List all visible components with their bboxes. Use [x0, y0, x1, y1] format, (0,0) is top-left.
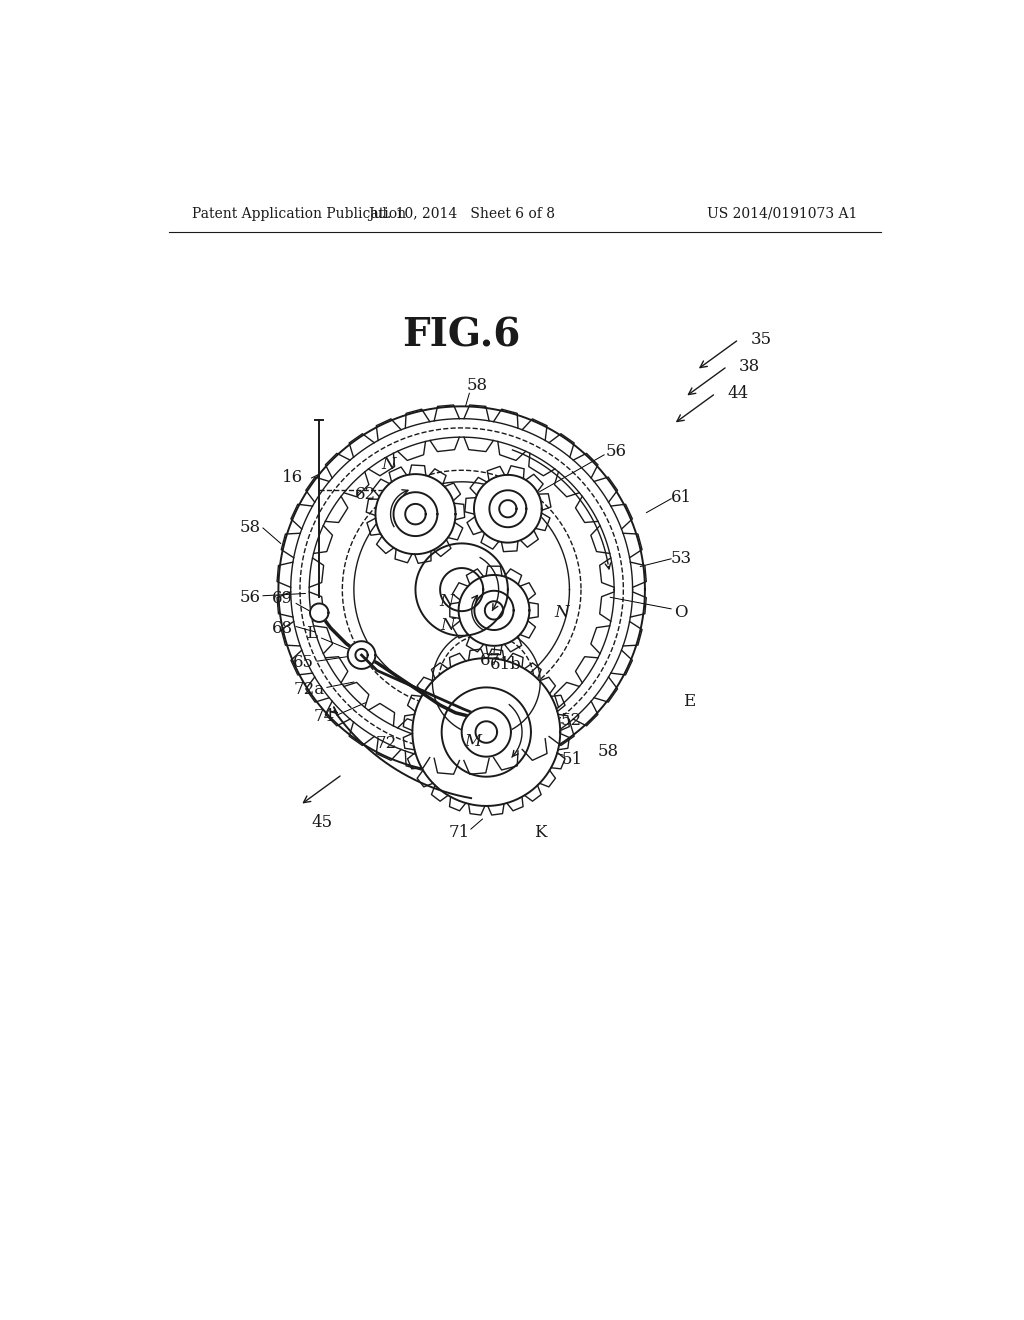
Polygon shape [416, 544, 508, 636]
Text: 35: 35 [751, 331, 771, 348]
Text: 38: 38 [739, 358, 760, 375]
Polygon shape [474, 475, 542, 543]
Text: 61b: 61b [489, 656, 521, 673]
Text: 69: 69 [271, 590, 293, 607]
Text: US 2014/0191073 A1: US 2014/0191073 A1 [707, 207, 857, 220]
Text: N: N [439, 593, 454, 610]
Text: Jul. 10, 2014   Sheet 6 of 8: Jul. 10, 2014 Sheet 6 of 8 [369, 207, 555, 220]
Text: 53: 53 [671, 550, 691, 568]
Text: N: N [381, 455, 395, 473]
Text: 52: 52 [560, 711, 582, 729]
Text: 72a: 72a [294, 681, 325, 698]
Text: M: M [464, 733, 481, 750]
Text: 58: 58 [597, 743, 618, 760]
Polygon shape [459, 576, 529, 645]
Text: 56: 56 [240, 589, 260, 606]
Polygon shape [310, 603, 329, 622]
Polygon shape [376, 474, 456, 554]
Text: 16: 16 [282, 470, 303, 487]
Text: K: K [534, 824, 547, 841]
Text: 61: 61 [671, 488, 691, 506]
Text: 68: 68 [271, 619, 293, 636]
Polygon shape [462, 708, 511, 756]
Text: Patent Application Publication: Patent Application Publication [193, 207, 407, 220]
Text: 45: 45 [311, 813, 332, 830]
Polygon shape [413, 659, 560, 807]
Text: 62: 62 [355, 486, 376, 503]
Text: 71: 71 [449, 824, 470, 841]
Text: 65: 65 [293, 655, 314, 672]
Text: 56: 56 [605, 442, 626, 459]
Text: 74: 74 [314, 708, 335, 725]
Text: E: E [683, 693, 695, 710]
Text: 44: 44 [727, 384, 749, 401]
Text: FIG.6: FIG.6 [402, 317, 521, 355]
Polygon shape [348, 642, 376, 669]
Text: N: N [440, 618, 455, 635]
Text: 58: 58 [467, 378, 487, 395]
Text: O: O [675, 605, 688, 622]
Text: 51: 51 [562, 751, 583, 767]
Text: L: L [306, 624, 317, 642]
Text: 72: 72 [376, 735, 397, 752]
Text: 67: 67 [479, 652, 501, 669]
Text: 58: 58 [240, 520, 260, 536]
Text: N: N [555, 605, 569, 622]
